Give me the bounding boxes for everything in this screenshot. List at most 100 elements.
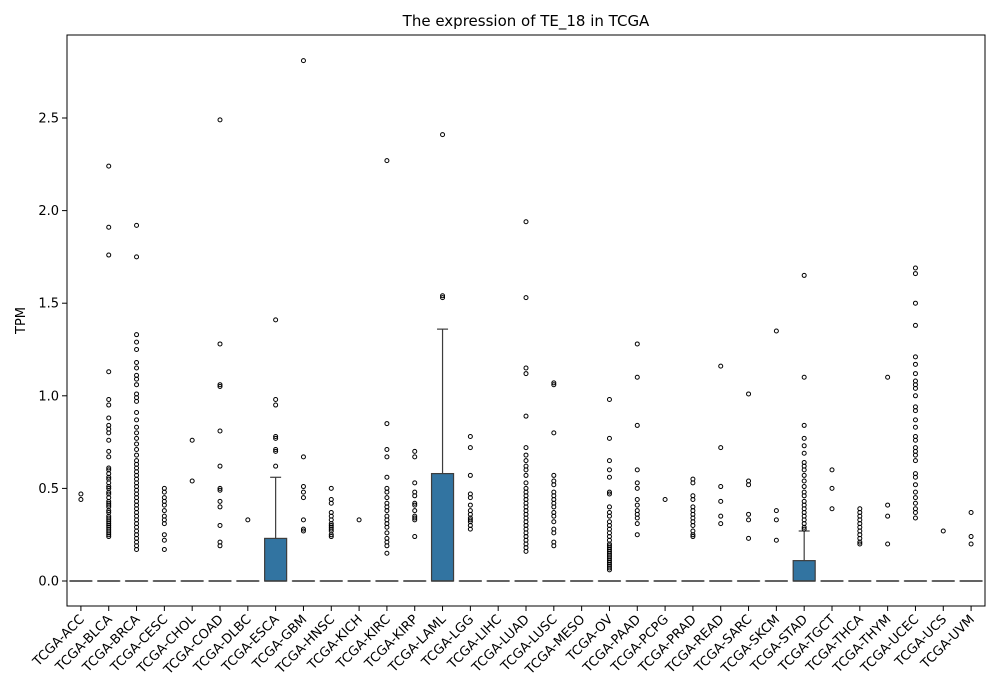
outlier-point [384, 447, 390, 453]
outlier-point [412, 515, 418, 521]
outlier-point [106, 402, 112, 408]
outlier-point [189, 437, 195, 443]
outlier-point [551, 382, 557, 388]
outlier-point [134, 452, 140, 458]
outlier-point [412, 493, 418, 499]
outlier-point [328, 532, 334, 538]
outlier-point [746, 482, 752, 488]
y-tick-label: 2.5 [38, 112, 59, 127]
outlier-point [912, 393, 918, 399]
outlier-point [634, 341, 640, 347]
outlier-point [606, 474, 612, 480]
outlier-point [662, 497, 668, 503]
outlier-point [412, 517, 418, 523]
outlier-point [245, 517, 251, 523]
outlier-point [690, 534, 696, 540]
outlier-point [885, 513, 891, 519]
outlier-point [523, 548, 529, 554]
outlier-point [106, 474, 112, 480]
outlier-point [161, 547, 167, 553]
outlier-point [746, 517, 752, 523]
y-tick-label: 0.5 [38, 482, 59, 497]
outlier-point [801, 467, 807, 473]
outlier-point [412, 508, 418, 514]
outlier-point [217, 485, 223, 491]
outlier-point [273, 434, 279, 440]
outlier-point [912, 417, 918, 423]
outlier-point [634, 374, 640, 380]
outlier-point [523, 295, 529, 301]
outlier-point [912, 271, 918, 277]
y-axis-label: TPM [14, 307, 29, 335]
box [792, 560, 816, 582]
outlier-point [161, 508, 167, 514]
outlier-point [217, 504, 223, 510]
outlier-point [134, 254, 140, 260]
outlier-point [300, 489, 306, 495]
outlier-point [134, 382, 140, 388]
outlier-point [912, 500, 918, 506]
outlier-point [606, 435, 612, 441]
outlier-point [801, 484, 807, 490]
outlier-point [384, 489, 390, 495]
outlier-point [440, 293, 446, 299]
outlier-point [78, 491, 84, 497]
outlier-point [912, 371, 918, 377]
outlier-point [467, 445, 473, 451]
outlier-point [801, 524, 807, 530]
outlier-point [273, 435, 279, 441]
outlier-point [134, 332, 140, 338]
outlier-point [273, 447, 279, 453]
outlier-point [217, 522, 223, 528]
outlier-point [773, 537, 779, 543]
outlier-point [885, 502, 891, 508]
outlier-point [106, 415, 112, 421]
outlier-point [606, 467, 612, 473]
outlier-point [134, 441, 140, 447]
outlier-point [912, 458, 918, 464]
outlier-point [134, 365, 140, 371]
outlier-point [217, 498, 223, 504]
outlier-point [634, 467, 640, 473]
outlier-point [606, 489, 612, 495]
outlier-point [912, 437, 918, 443]
outlier-point [829, 485, 835, 491]
outlier-point [300, 517, 306, 523]
outlier-point [523, 365, 529, 371]
outlier-point [773, 508, 779, 514]
outlier-point [634, 497, 640, 503]
outlier-point [690, 532, 696, 538]
outlier-point [106, 534, 112, 540]
outlier-point [161, 502, 167, 508]
outlier-point [912, 482, 918, 488]
outlier-point [106, 163, 112, 169]
outlier-point [690, 522, 696, 528]
outlier-point [134, 347, 140, 352]
outlier-point [412, 448, 418, 454]
outlier-point [551, 504, 557, 510]
outlier-point [551, 472, 557, 478]
outlier-point [523, 480, 529, 486]
outlier-point [801, 526, 807, 532]
outlier-point [551, 482, 557, 488]
outlier-point [106, 502, 112, 508]
outlier-point [161, 489, 167, 495]
outlier-point [885, 374, 891, 380]
outlier-point [829, 467, 835, 473]
outlier-point [912, 408, 918, 414]
outlier-point [161, 521, 167, 527]
outlier-point [134, 447, 140, 453]
outlier-point [912, 300, 918, 306]
outlier-point [300, 454, 306, 460]
plot-area [69, 58, 983, 582]
y-axis: 0.0 0.5 1.0 1.5 2.0 2.5 [38, 112, 67, 590]
y-tick-label: 1.5 [38, 297, 59, 312]
outlier-point [384, 543, 390, 549]
outlier-point [440, 132, 446, 138]
outlier-point [356, 517, 362, 523]
outlier-point [189, 478, 195, 484]
outlier-point [606, 565, 612, 571]
box [264, 537, 288, 582]
outlier-point [801, 493, 807, 499]
outlier-point [161, 532, 167, 538]
